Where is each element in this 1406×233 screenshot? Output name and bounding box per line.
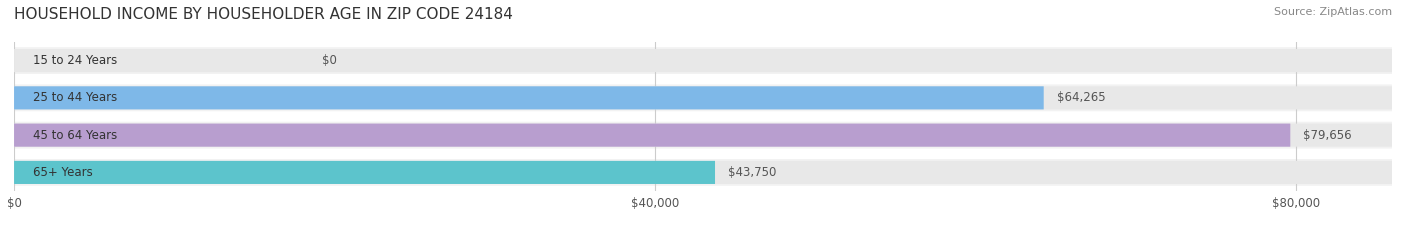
Text: $0: $0: [322, 54, 336, 67]
Text: $79,656: $79,656: [1303, 129, 1351, 142]
FancyBboxPatch shape: [14, 123, 1392, 147]
Text: 65+ Years: 65+ Years: [34, 166, 93, 179]
FancyBboxPatch shape: [14, 84, 1392, 111]
Text: $64,265: $64,265: [1056, 91, 1105, 104]
FancyBboxPatch shape: [14, 86, 1392, 110]
Text: HOUSEHOLD INCOME BY HOUSEHOLDER AGE IN ZIP CODE 24184: HOUSEHOLD INCOME BY HOUSEHOLDER AGE IN Z…: [14, 7, 513, 22]
FancyBboxPatch shape: [14, 161, 716, 184]
FancyBboxPatch shape: [14, 49, 1392, 72]
FancyBboxPatch shape: [14, 123, 1291, 147]
FancyBboxPatch shape: [14, 159, 1392, 186]
FancyBboxPatch shape: [14, 122, 1392, 149]
FancyBboxPatch shape: [14, 86, 1043, 110]
Text: 15 to 24 Years: 15 to 24 Years: [34, 54, 118, 67]
FancyBboxPatch shape: [14, 161, 1392, 184]
FancyBboxPatch shape: [14, 47, 1392, 74]
Text: 45 to 64 Years: 45 to 64 Years: [34, 129, 118, 142]
Text: 25 to 44 Years: 25 to 44 Years: [34, 91, 118, 104]
Text: $43,750: $43,750: [728, 166, 776, 179]
Text: Source: ZipAtlas.com: Source: ZipAtlas.com: [1274, 7, 1392, 17]
